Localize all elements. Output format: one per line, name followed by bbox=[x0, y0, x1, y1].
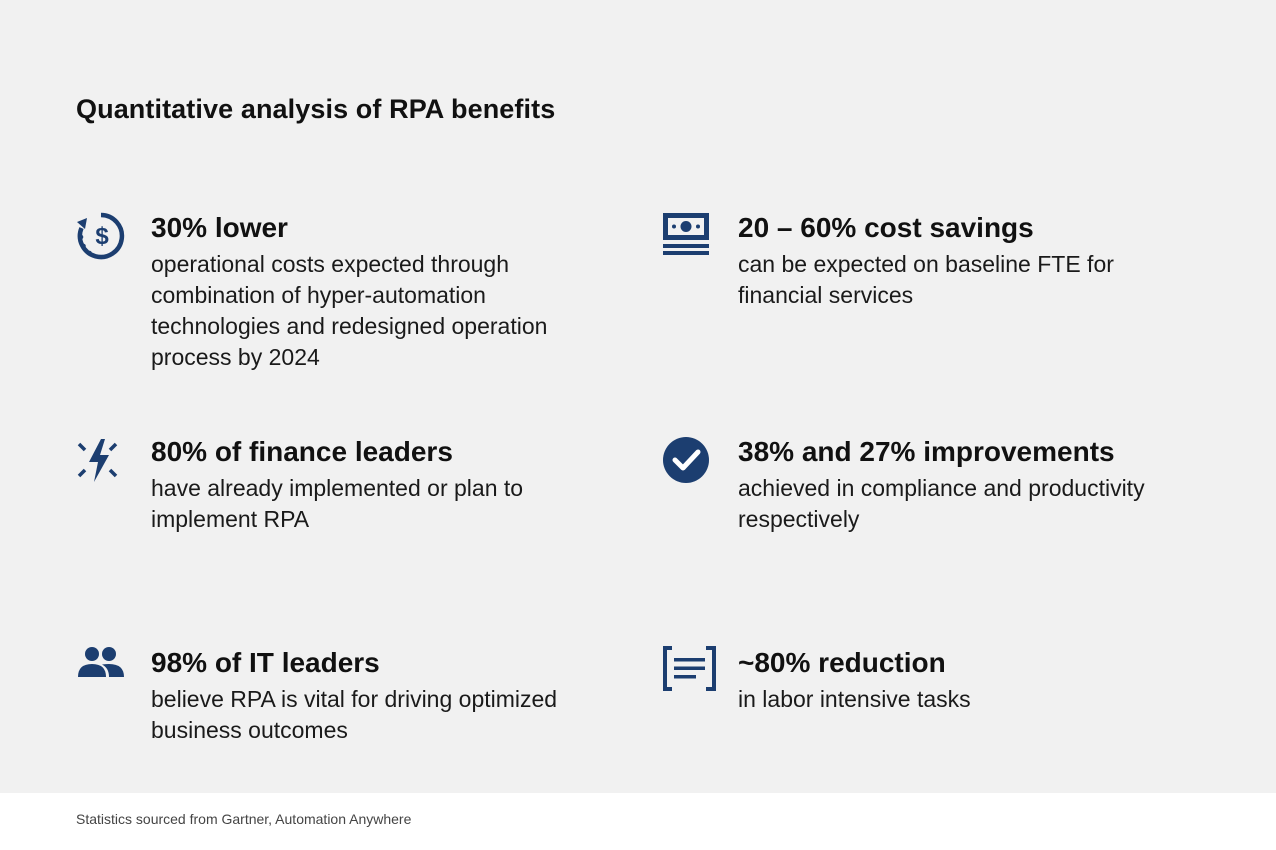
stat-headline: 38% and 27% improvements bbox=[738, 436, 1115, 467]
stat-description: can be expected on baseline FTE for fina… bbox=[738, 251, 1114, 308]
stat-headline: ~80% reduction bbox=[738, 647, 946, 678]
svg-text:$: $ bbox=[95, 223, 109, 250]
stat-description: achieved in compliance and productivity … bbox=[738, 475, 1145, 532]
lightning-icon bbox=[76, 435, 126, 485]
check-circle-icon bbox=[663, 435, 713, 485]
stat-headline: 30% lower bbox=[151, 212, 288, 243]
stat-description: believe RPA is vital for driving optimiz… bbox=[151, 686, 558, 743]
content-panel bbox=[0, 0, 1276, 793]
stat-headline: 98% of IT leaders bbox=[151, 647, 380, 678]
page-title: Quantitative analysis of RPA benefits bbox=[76, 94, 556, 124]
source-footnote: Statistics sourced from Gartner, Automat… bbox=[76, 811, 412, 827]
stat-description: in labor intensive tasks bbox=[738, 686, 971, 712]
stat-headline: 80% of finance leaders bbox=[151, 436, 453, 467]
dollar-refresh-icon: $ bbox=[76, 211, 126, 261]
document-lines-icon bbox=[663, 646, 716, 696]
stat-headline: 20 – 60% cost savings bbox=[738, 212, 1034, 243]
stat-description: operational costs expected through combi… bbox=[151, 251, 548, 370]
stat-description: have already implemented or plan to impl… bbox=[151, 475, 524, 532]
people-icon bbox=[76, 646, 126, 696]
banknote-icon bbox=[663, 211, 713, 261]
